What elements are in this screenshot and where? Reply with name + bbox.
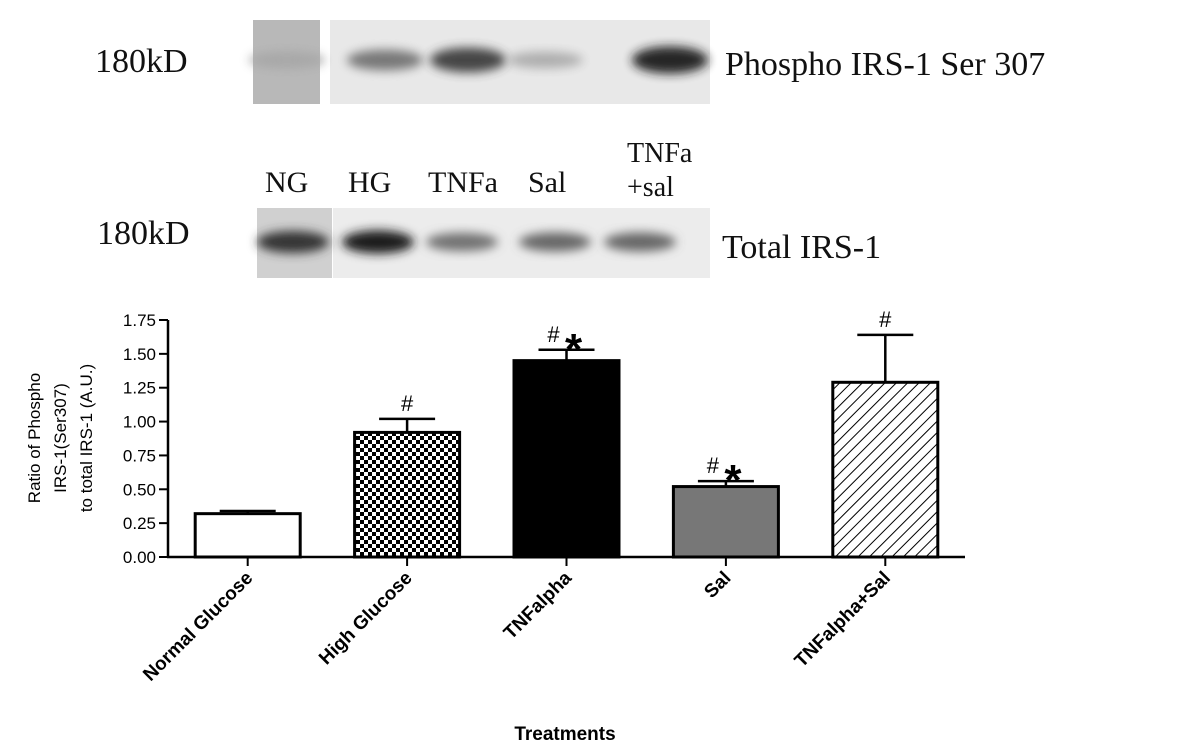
bottom-blot-mw-label: 180kD (97, 215, 190, 252)
bar (193, 512, 302, 559)
bars: ## *# *# (193, 307, 940, 559)
bottom-blot-band (257, 230, 329, 254)
x-tick-label: High Glucose (315, 568, 416, 669)
bottom-blot-band (342, 230, 414, 254)
significance-marker: # (401, 391, 414, 416)
western-blot-panel: 180kD Phospho IRS-1 Ser 307 NG HG TNFa S… (95, 20, 1045, 278)
lane-label-tnfa-sal-line2: +sal (627, 172, 674, 203)
y-axis-title-line: Ratio of Phospho (25, 373, 44, 503)
y-tick-label: 1.50 (123, 345, 156, 364)
bar-chart: Ratio of Phospho IRS-1(Ser307) to total IR… (25, 307, 965, 745)
lane-label-hg: HG (348, 166, 391, 199)
x-tick-label: TNFalpha (500, 567, 576, 643)
y-axis: 0.00 0.25 0.50 0.75 1.00 1.25 1.50 1.75 (123, 311, 170, 567)
y-tick-label: 0.50 (123, 480, 156, 499)
y-tick-label: 1.00 (123, 413, 156, 432)
x-axis-title: Treatments (514, 724, 615, 745)
bar (831, 380, 940, 559)
y-tick-label: 0.75 (123, 446, 156, 465)
y-tick-label: 1.75 (123, 311, 156, 330)
bottom-blot-bands (257, 230, 676, 254)
top-blot-band (249, 51, 325, 69)
significance-marker: * (724, 456, 742, 505)
bottom-blot-band (426, 232, 498, 252)
y-axis-title-line: IRS-1(Ser307) (51, 383, 70, 493)
significance-marker: # (547, 322, 560, 347)
bar (671, 485, 780, 559)
x-axis: Normal Glucose High Glucose TNFalpha Sal TNF… (139, 555, 965, 686)
x-tick-label: TNFalpha+Sal (791, 568, 895, 672)
lane-label-ng: NG (265, 166, 308, 199)
significance-marker: # (707, 453, 720, 478)
top-blot-band (430, 47, 506, 73)
bottom-blot-protein-label: Total IRS-1 (722, 229, 881, 266)
lane-label-sal: Sal (528, 166, 566, 199)
top-blot-mw-label: 180kD (95, 43, 188, 80)
bottom-blot-band (519, 232, 591, 252)
y-axis-title: Ratio of Phospho IRS-1(Ser307) to total IR… (25, 364, 96, 512)
top-blot-band (347, 49, 423, 71)
bottom-blot-band (604, 232, 676, 252)
lane-label-tnfa-sal-line1: TNFa (627, 138, 693, 169)
top-blot-band (632, 46, 708, 74)
lane-label-tnfa: TNFa (428, 166, 498, 199)
y-tick-label: 0.25 (123, 514, 156, 533)
bar (512, 359, 621, 559)
y-axis-title-line: to total IRS-1 (A.U.) (77, 364, 96, 512)
top-blot-band (507, 51, 583, 69)
y-tick-label: 0.00 (123, 548, 156, 567)
bar (353, 430, 462, 559)
top-blot-protein-label: Phospho IRS-1 Ser 307 (725, 46, 1045, 83)
significance-marker: * (565, 325, 583, 374)
significance-marker: # (879, 307, 892, 332)
x-tick-label: Normal Glucose (139, 568, 257, 686)
y-tick-label: 1.25 (123, 379, 156, 398)
x-tick-label: Sal (700, 568, 735, 603)
top-blot-bands (249, 46, 708, 74)
